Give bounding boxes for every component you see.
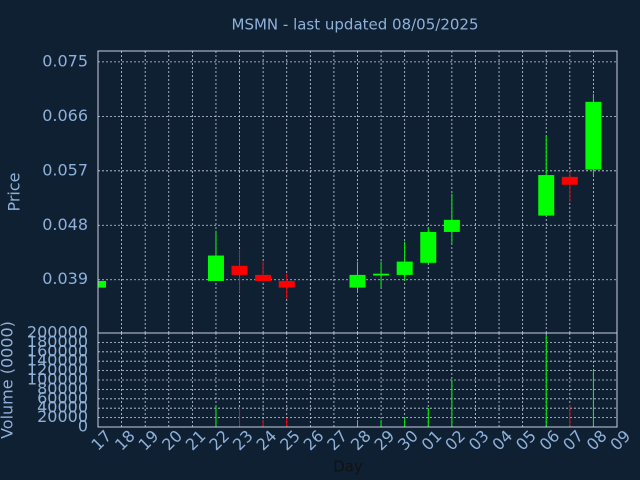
candle-body: [207, 255, 224, 281]
volume-frame: [97, 332, 618, 428]
y2-tick-label: 0: [78, 417, 88, 436]
y2-tick-label: 100000: [27, 370, 88, 389]
y-tick-label: 0.039: [42, 269, 88, 288]
volume-bars: [215, 334, 594, 427]
candle-body: [231, 265, 248, 275]
y2-tick-label: 200000: [27, 323, 88, 342]
y2-tick-label: 120000: [27, 360, 88, 379]
y2-tick-label: 80000: [37, 379, 88, 398]
y-tick-label: 0.066: [42, 106, 88, 125]
x-axis-label: Day: [333, 458, 363, 476]
candle-body: [443, 219, 460, 232]
y2-tick-label: 140000: [27, 351, 88, 370]
price-candles: [98, 93, 602, 299]
y2-tick-label: 160000: [27, 341, 88, 360]
y-tick-label: 0.057: [42, 160, 88, 179]
y-axis-label: Price: [5, 172, 24, 211]
y2-axis-label: Volume (0000): [0, 321, 17, 439]
chart-title: MSMN - last updated 08/05/2025: [232, 16, 479, 34]
y2-tick-label: 20000: [37, 407, 88, 426]
candle-body: [349, 274, 366, 288]
candle-body: [278, 280, 295, 288]
candle-body: [98, 280, 106, 288]
candle-body: [561, 176, 578, 185]
y2-tick-label: 40000: [37, 398, 88, 417]
y2-tick-label: 180000: [27, 332, 88, 351]
y-tick-label: 0.048: [42, 215, 88, 234]
y-tick-label: 0.075: [42, 51, 88, 70]
y2-tick-label: 60000: [37, 388, 88, 407]
candle-body: [538, 175, 555, 216]
candle-body: [420, 231, 437, 263]
candle-body: [255, 274, 272, 281]
candle-body: [396, 261, 413, 275]
candle-body: [585, 101, 602, 170]
candle-body: [373, 273, 390, 276]
